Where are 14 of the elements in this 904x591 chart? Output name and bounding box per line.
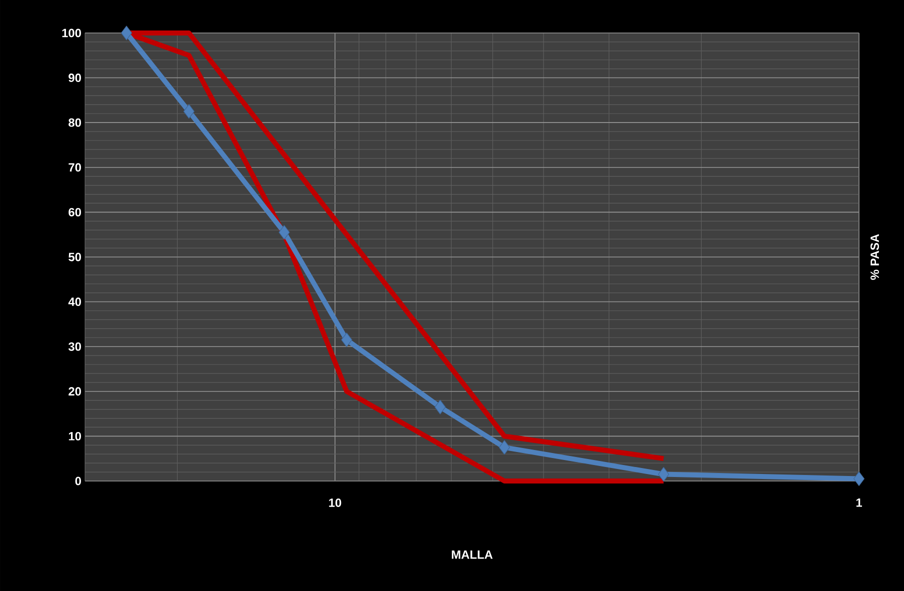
y-tick-label: 90 bbox=[68, 74, 81, 82]
y-tick-label: 40 bbox=[68, 298, 81, 306]
y-tick-label: 80 bbox=[68, 118, 81, 127]
y-axis-title: % PASA bbox=[870, 234, 879, 280]
x-tick-label: 1 bbox=[856, 498, 862, 507]
y-tick-label: 20 bbox=[68, 387, 81, 396]
x-axis-title: MALLA bbox=[452, 550, 493, 559]
y-tick-label: 30 bbox=[68, 342, 81, 351]
y-tick-label: 100 bbox=[62, 28, 81, 38]
y-tick-label: 0 bbox=[75, 476, 81, 486]
y-tick-label: 10 bbox=[68, 432, 81, 440]
y-tick-label: 60 bbox=[68, 208, 81, 216]
y-tick-label: 70 bbox=[68, 163, 81, 172]
y-tick-label: 50 bbox=[68, 252, 81, 262]
